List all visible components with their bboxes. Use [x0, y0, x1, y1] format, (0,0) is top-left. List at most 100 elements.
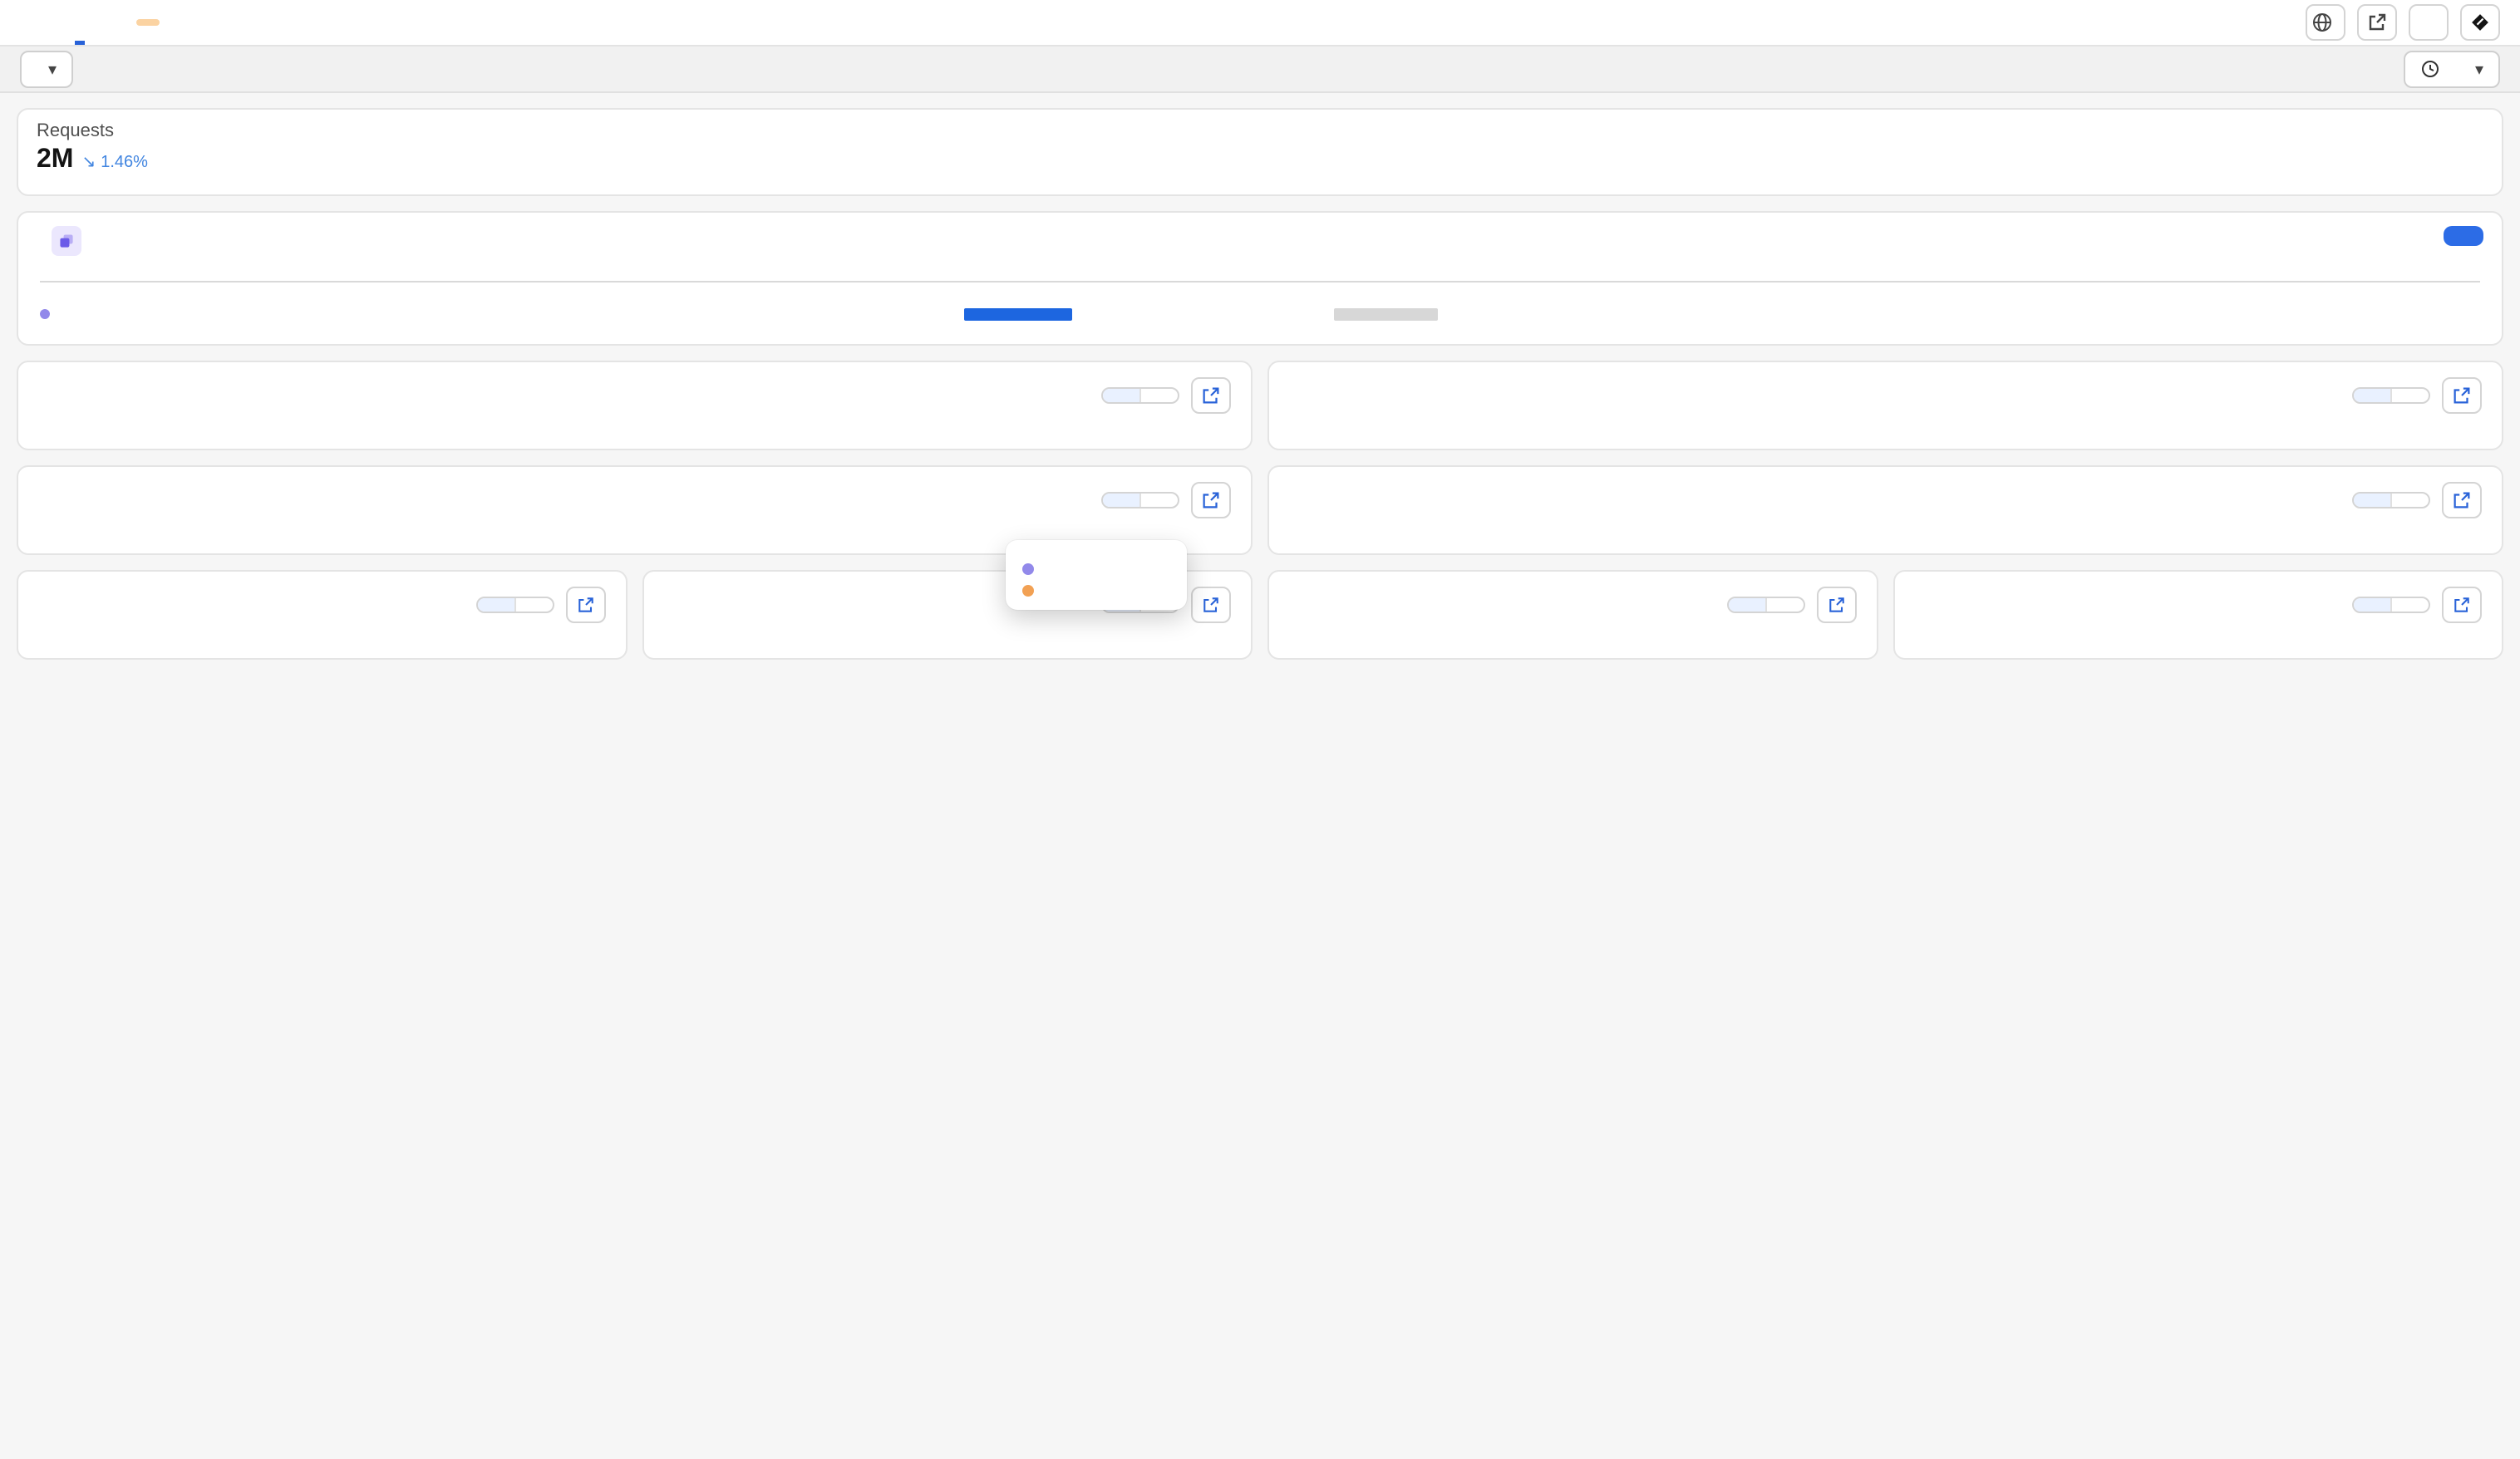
toggle-rps[interactable] — [2390, 389, 2429, 402]
toggle-log[interactable] — [1764, 598, 1804, 612]
count-rps-toggle — [1101, 387, 1179, 404]
filter-bar: ▾ ▾ — [0, 47, 2520, 93]
layers-icon — [60, 234, 73, 248]
beta-badge — [136, 19, 160, 26]
toggle-rps[interactable] — [1139, 389, 1178, 402]
execution-duration-panel — [1267, 570, 1878, 660]
workers-logo-icon — [2472, 14, 2488, 31]
deployment-icon[interactable] — [52, 226, 81, 256]
globe-count-button[interactable] — [2306, 4, 2345, 41]
globe-icon — [2313, 13, 2331, 32]
deployed-on-cell — [360, 282, 705, 332]
active-deployment-header — [40, 226, 2480, 256]
nav-tabs — [33, 0, 253, 45]
request-duration-panel — [1892, 570, 2503, 660]
median-cpu-cell — [1706, 282, 2172, 332]
x-axis-title — [1289, 429, 2482, 440]
tab-logs[interactable] — [126, 0, 160, 45]
external-link-icon — [2369, 13, 2386, 31]
expand-chart-button[interactable] — [1191, 482, 1231, 518]
col-median-cpu — [1706, 271, 2172, 282]
requests-sec-bar — [964, 307, 1072, 321]
chart-tooltip — [1006, 540, 1187, 610]
expand-chart-button[interactable] — [2442, 587, 2482, 623]
linear-log-toggle — [1726, 597, 1805, 613]
chevron-down-icon: ▾ — [48, 60, 57, 79]
stat-requests: Requests 2M ↘ 1.46% — [18, 110, 2502, 194]
col-deployment-pct — [705, 271, 954, 282]
toggle-linear[interactable] — [1728, 598, 1765, 612]
workers-logo-button[interactable] — [2460, 4, 2500, 41]
expand-chart-button[interactable] — [2442, 482, 2482, 518]
expand-chart-button[interactable] — [1191, 587, 1231, 623]
x-axis-title — [1289, 533, 2482, 545]
col-cached-pct — [2172, 271, 2480, 282]
active-deployment-card — [17, 211, 2503, 346]
expand-icon — [1203, 597, 1218, 612]
expand-icon — [1828, 597, 1844, 612]
stat-sparkline — [37, 175, 2483, 188]
expand-chart-button[interactable] — [1816, 587, 1857, 623]
tooltip-row — [1022, 585, 1170, 597]
toggle-linear[interactable] — [2354, 598, 2390, 612]
toggle-count[interactable] — [1103, 389, 1139, 402]
col-deployed-on — [360, 271, 705, 282]
version-dot — [40, 309, 50, 319]
series-dot — [1022, 585, 1034, 597]
toggle-count[interactable] — [1103, 494, 1139, 507]
top-nav — [0, 0, 2520, 47]
toggle-count[interactable] — [2354, 494, 2390, 507]
trend-value: 1.46% — [101, 153, 148, 171]
code-button[interactable] — [2409, 4, 2449, 41]
expand-chart-button[interactable] — [1191, 377, 1231, 414]
version-cell — [40, 282, 360, 332]
requests-panel — [17, 361, 1253, 610]
x-axis-title — [664, 638, 1232, 650]
toggle-rps[interactable] — [1139, 494, 1178, 507]
expand-icon — [2454, 387, 2470, 404]
x-axis-title — [1915, 638, 2483, 650]
trend-arrow-icon: ↘ — [81, 153, 96, 171]
toggle-rps[interactable] — [2390, 494, 2429, 507]
nav-actions — [2306, 0, 2500, 45]
x-axis-title — [1289, 638, 1857, 650]
versions-select[interactable]: ▾ — [20, 50, 74, 88]
col-requests-sec — [954, 271, 1324, 282]
main-content: Requests 2M ↘ 1.46% — [0, 93, 2520, 660]
cpu-time-panel — [17, 570, 628, 660]
count-rps-toggle — [1101, 492, 1179, 508]
time-range-select[interactable]: ▾ — [2403, 50, 2500, 88]
linear-log-toggle — [2352, 597, 2430, 613]
deploy-version-button[interactable] — [2444, 226, 2483, 246]
expand-chart-button[interactable] — [2442, 377, 2482, 414]
error-rate-bar — [1334, 307, 1438, 321]
toggle-log[interactable] — [2390, 598, 2429, 612]
x-axis-title — [38, 429, 1231, 440]
error-rate-cell — [1324, 282, 1706, 332]
col-version — [40, 271, 360, 282]
col-error-rate — [1324, 271, 1706, 282]
x-axis-title — [38, 638, 606, 650]
toggle-log[interactable] — [514, 598, 553, 612]
toggle-count[interactable] — [2354, 389, 2390, 402]
external-link-button[interactable] — [2357, 4, 2397, 41]
toggle-linear[interactable] — [477, 598, 514, 612]
errors-by-invocation-panel — [1267, 465, 2503, 555]
chevron-down-icon: ▾ — [2474, 60, 2483, 79]
linear-log-toggle — [475, 597, 554, 613]
expand-chart-button[interactable] — [565, 587, 606, 623]
series-dot — [1022, 563, 1034, 575]
stat-label: Requests — [37, 120, 114, 140]
expand-icon — [2454, 597, 2469, 612]
tooltip-row — [1022, 563, 1170, 575]
expand-icon — [578, 597, 593, 612]
deployment-pct-cell — [705, 282, 954, 332]
cached-pct-cell — [2172, 282, 2480, 332]
stat-value: 2M — [37, 143, 74, 173]
clock-icon — [2421, 61, 2439, 77]
expand-icon — [1203, 492, 1219, 508]
deployment-table — [40, 271, 2480, 332]
expand-icon — [1203, 387, 1219, 404]
requests-sec-cell — [954, 282, 1324, 332]
subrequests-panel — [1267, 361, 2503, 450]
